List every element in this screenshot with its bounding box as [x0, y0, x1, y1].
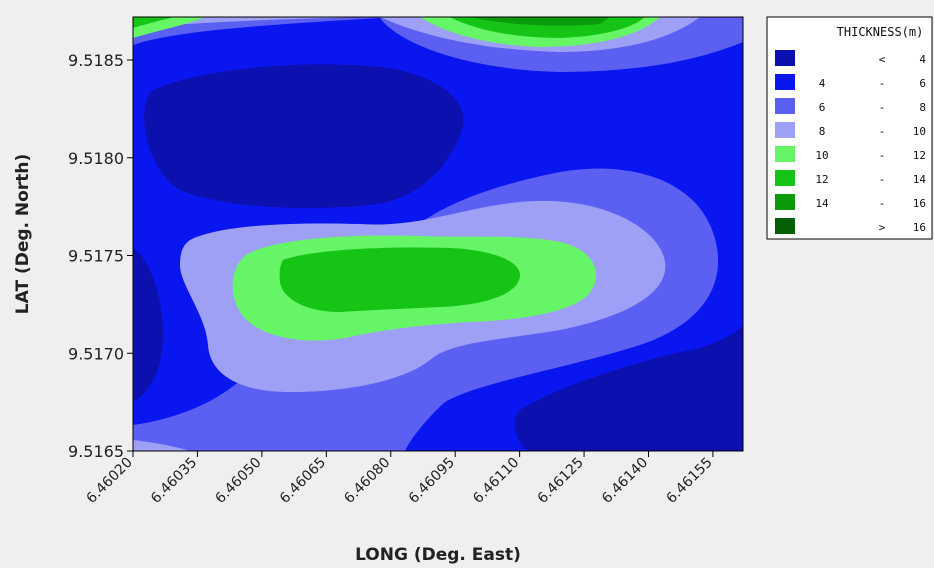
x-tick-label: 6.46095: [406, 455, 458, 507]
x-tick-label: 6.46080: [341, 455, 393, 507]
legend-swatch: [775, 50, 795, 66]
x-tick-label: 6.46140: [599, 455, 651, 507]
legend-range-separator: -: [879, 125, 886, 138]
y-axis-label: LAT (Deg. North): [13, 154, 33, 314]
legend-range-separator: >: [879, 221, 886, 234]
legend-range-separator: -: [879, 101, 886, 114]
y-tick-label: 9.5180: [68, 149, 124, 168]
legend-title: THICKNESS(m): [837, 25, 924, 39]
legend-range-low: 4: [819, 77, 826, 90]
contour-band-lt4-west: [133, 248, 164, 402]
legend-range-low: 12: [815, 173, 828, 186]
legend-range-separator: -: [879, 149, 886, 162]
y-tick-label: 9.5185: [68, 51, 124, 70]
legend-range-high: 16: [913, 197, 926, 210]
y-tick-label: 9.5175: [68, 247, 124, 266]
x-tick-label: 6.46155: [663, 455, 715, 507]
x-tick-label: 6.46050: [212, 455, 264, 507]
legend-range-high: 8: [919, 101, 926, 114]
legend-range-separator: <: [879, 53, 886, 66]
x-tick-label: 6.46125: [535, 455, 587, 507]
plot-frame: [132, 16, 744, 452]
y-tick-label: 9.5170: [68, 344, 124, 363]
y-axis: 9.5165 9.5170 9.5175 9.5180 9.5185: [68, 51, 133, 461]
legend-range-high: 14: [913, 173, 927, 186]
legend: THICKNESS(m) <4 4 - 6 6 - 8 8 - 10 10 - 12 12 - 14 14 - 16…: [766, 16, 933, 240]
legend-swatch: [775, 98, 795, 114]
y-tick-label: 9.5165: [68, 442, 124, 461]
legend-range-high: 16: [913, 221, 926, 234]
x-tick-label: 6.46065: [277, 455, 329, 507]
contour-band-12-14-center: [279, 247, 520, 312]
x-tick-label: 6.46110: [470, 455, 522, 507]
legend-range-separator: -: [879, 197, 886, 210]
contour-band-lt4-northwest: [144, 64, 464, 209]
legend-range-high: 6: [919, 77, 926, 90]
x-axis: 6.46020 6.46035 6.46050 6.46065 6.46080 6.460…: [84, 451, 716, 507]
legend-swatch: [775, 218, 795, 234]
legend-range-separator: -: [879, 77, 886, 90]
legend-range-low: 6: [819, 101, 826, 114]
x-tick-label: 6.46020: [84, 455, 136, 507]
plot-area: [133, 17, 743, 451]
x-axis-label: LONG (Deg. East): [355, 545, 521, 565]
legend-range-high: 10: [913, 125, 926, 138]
contour-band-8-10-southwest: [133, 440, 190, 451]
legend-range-high: 12: [913, 149, 926, 162]
legend-range-low: 14: [815, 197, 829, 210]
legend-swatch: [775, 74, 795, 90]
legend-swatch: [775, 146, 795, 162]
legend-swatch: [775, 122, 795, 138]
legend-swatch: [775, 170, 795, 186]
contour-band-14-16-top: [470, 17, 610, 26]
legend-range-low: 10: [815, 149, 828, 162]
legend-range-low: 8: [819, 125, 826, 138]
legend-range-high: 4: [919, 53, 926, 66]
legend-items: <4 4 - 6 6 - 8 8 - 10 10 - 12 12 - 14 14 - 16 > 16: [775, 50, 926, 234]
legend-range-separator: -: [879, 173, 886, 186]
legend-swatch: [775, 194, 795, 210]
contour-band-lt4-southeast: [514, 322, 743, 451]
x-tick-label: 6.46035: [148, 455, 200, 507]
